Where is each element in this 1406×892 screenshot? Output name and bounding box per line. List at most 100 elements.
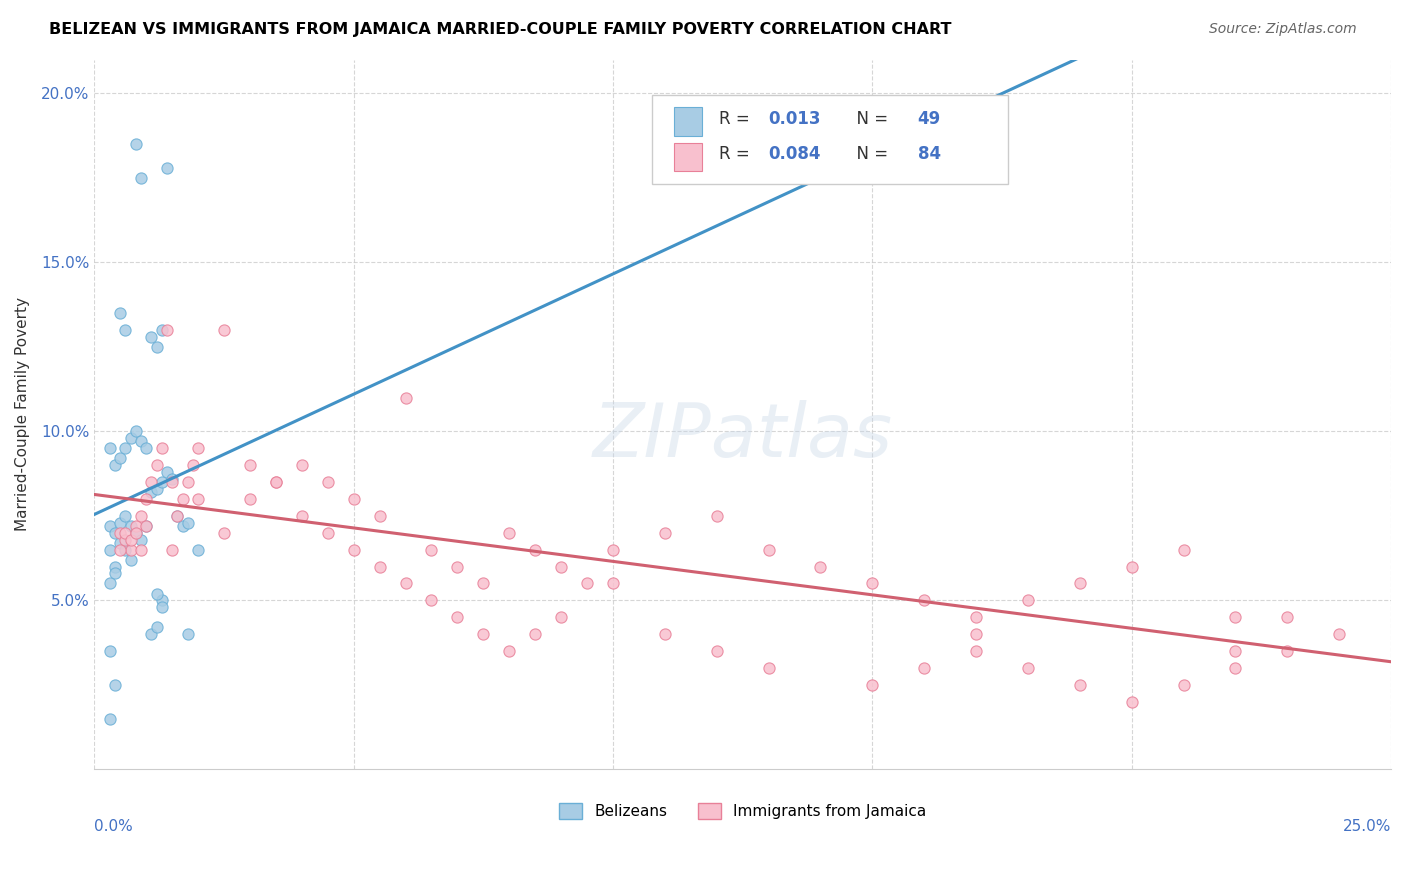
Text: N =: N = bbox=[846, 145, 894, 163]
Text: N =: N = bbox=[846, 110, 894, 128]
Point bbox=[654, 627, 676, 641]
Text: R =: R = bbox=[720, 145, 755, 163]
Point bbox=[150, 593, 173, 607]
Point bbox=[129, 533, 152, 547]
Point bbox=[912, 593, 935, 607]
Point bbox=[156, 323, 179, 337]
Point bbox=[104, 678, 127, 692]
Text: 25.0%: 25.0% bbox=[1343, 819, 1391, 834]
Text: 0.013: 0.013 bbox=[769, 110, 821, 128]
Point bbox=[912, 661, 935, 675]
Point bbox=[181, 458, 204, 472]
Point bbox=[104, 559, 127, 574]
Point bbox=[135, 491, 157, 506]
Point bbox=[110, 451, 132, 466]
Point bbox=[1327, 627, 1350, 641]
Point bbox=[316, 525, 339, 540]
Text: 0.084: 0.084 bbox=[769, 145, 821, 163]
Point bbox=[150, 442, 173, 456]
Point bbox=[156, 465, 179, 479]
Point bbox=[1069, 576, 1091, 591]
Point bbox=[758, 661, 780, 675]
Point bbox=[125, 425, 148, 439]
Point bbox=[1017, 661, 1039, 675]
Point bbox=[394, 576, 416, 591]
Point bbox=[291, 458, 314, 472]
Point bbox=[110, 516, 132, 530]
Point bbox=[145, 482, 167, 496]
Point bbox=[965, 627, 987, 641]
Point bbox=[145, 458, 167, 472]
Point bbox=[120, 431, 142, 445]
Point bbox=[110, 542, 132, 557]
Point bbox=[120, 519, 142, 533]
Point bbox=[316, 475, 339, 489]
Point bbox=[1173, 542, 1195, 557]
Point bbox=[239, 458, 262, 472]
Point bbox=[239, 491, 262, 506]
Text: 84: 84 bbox=[918, 145, 941, 163]
Point bbox=[524, 542, 547, 557]
Text: R =: R = bbox=[720, 110, 755, 128]
Text: Source: ZipAtlas.com: Source: ZipAtlas.com bbox=[1209, 22, 1357, 37]
Point bbox=[965, 644, 987, 658]
Point bbox=[110, 525, 132, 540]
Point bbox=[114, 525, 136, 540]
Point bbox=[160, 472, 183, 486]
Point bbox=[145, 586, 167, 600]
Point bbox=[177, 475, 200, 489]
Point bbox=[524, 627, 547, 641]
Point bbox=[150, 323, 173, 337]
Point bbox=[965, 610, 987, 624]
Point bbox=[550, 559, 572, 574]
Point bbox=[602, 542, 624, 557]
Point bbox=[125, 525, 148, 540]
Point bbox=[576, 576, 599, 591]
Point bbox=[120, 542, 142, 557]
Point bbox=[129, 434, 152, 449]
Point bbox=[135, 519, 157, 533]
Point bbox=[758, 542, 780, 557]
Point bbox=[98, 712, 121, 726]
Point bbox=[343, 542, 366, 557]
Point bbox=[368, 559, 391, 574]
Point bbox=[120, 533, 142, 547]
Point bbox=[343, 491, 366, 506]
Point bbox=[1173, 678, 1195, 692]
Point bbox=[104, 566, 127, 581]
Point bbox=[187, 542, 209, 557]
Point bbox=[98, 519, 121, 533]
Point bbox=[160, 542, 183, 557]
Point bbox=[129, 542, 152, 557]
Point bbox=[114, 508, 136, 523]
Point bbox=[472, 627, 495, 641]
Point bbox=[1121, 695, 1143, 709]
Text: BELIZEAN VS IMMIGRANTS FROM JAMAICA MARRIED-COUPLE FAMILY POVERTY CORRELATION CH: BELIZEAN VS IMMIGRANTS FROM JAMAICA MARR… bbox=[49, 22, 952, 37]
Point bbox=[1277, 644, 1299, 658]
Point bbox=[446, 610, 468, 624]
Point bbox=[156, 161, 179, 175]
Point bbox=[104, 458, 127, 472]
Point bbox=[1225, 610, 1247, 624]
Point bbox=[104, 525, 127, 540]
Point bbox=[98, 442, 121, 456]
Point bbox=[110, 536, 132, 550]
Point bbox=[212, 323, 235, 337]
Point bbox=[160, 475, 183, 489]
Point bbox=[145, 340, 167, 354]
Point bbox=[550, 610, 572, 624]
Point bbox=[187, 491, 209, 506]
Point bbox=[860, 678, 883, 692]
Point bbox=[264, 475, 287, 489]
Point bbox=[114, 542, 136, 557]
Point bbox=[177, 516, 200, 530]
Point bbox=[1121, 559, 1143, 574]
Point bbox=[706, 644, 728, 658]
Point bbox=[150, 600, 173, 615]
Point bbox=[141, 329, 163, 343]
Point bbox=[125, 519, 148, 533]
Point bbox=[114, 442, 136, 456]
Point bbox=[498, 644, 520, 658]
Point bbox=[1069, 678, 1091, 692]
FancyBboxPatch shape bbox=[673, 107, 703, 136]
